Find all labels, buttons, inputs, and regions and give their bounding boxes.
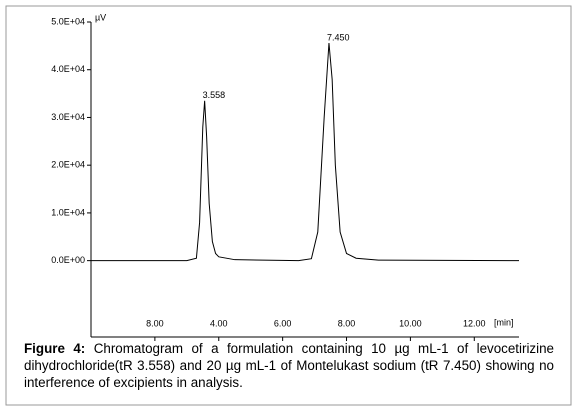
x-tick-label: 4.00 [210, 318, 228, 328]
x-unit: [min] [494, 317, 514, 327]
x-tick-label: 10.00 [399, 318, 422, 328]
y-tick-label: 4.0E+04 [51, 64, 85, 74]
caption-text: Chromatogram of a formulation containing… [24, 341, 554, 390]
x-tick-label: 6.00 [274, 318, 292, 328]
caption: Figure 4: Chromatogram of a formulation … [24, 340, 554, 391]
peak-label: 3.558 [203, 90, 226, 100]
x-tick-label: 8.00 [146, 318, 164, 328]
y-tick-label: 5.0E+04 [51, 16, 85, 26]
y-tick-label: 1.0E+04 [51, 207, 85, 217]
y-tick-label: 0.0E+00 [51, 255, 85, 265]
chromatogram-line [91, 42, 520, 262]
caption-label: Figure 4: [24, 341, 86, 356]
y-tick-label: 2.0E+04 [51, 160, 85, 170]
x-tick-label: 12.00 [463, 318, 486, 328]
y-tick-label: 3.0E+04 [51, 112, 85, 122]
y-unit: µV [95, 12, 106, 22]
x-tick-label: 8.00 [338, 318, 356, 328]
figure-border [5, 5, 572, 406]
peak-label: 7.450 [327, 32, 350, 42]
